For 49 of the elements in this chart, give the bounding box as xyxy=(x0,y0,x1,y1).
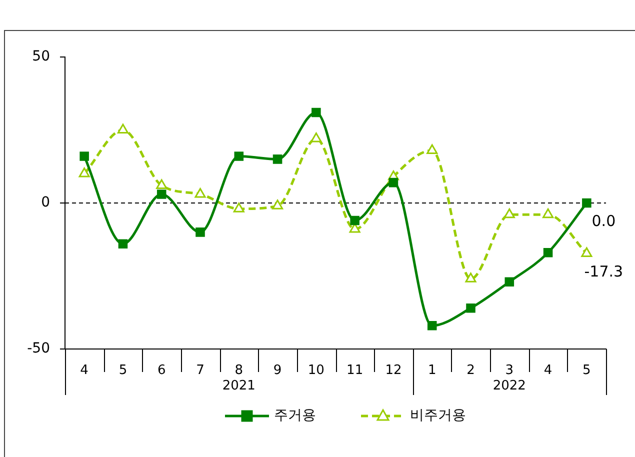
x-tick-label: 8 xyxy=(234,363,244,378)
point xyxy=(312,108,321,118)
x-tick-label: 10 xyxy=(308,363,324,378)
point xyxy=(581,247,592,258)
point xyxy=(388,178,398,188)
data-label: 0.0 xyxy=(592,212,616,230)
y-tick-label: 0 xyxy=(41,194,50,211)
point xyxy=(156,179,168,189)
point xyxy=(504,208,515,218)
point xyxy=(117,124,128,134)
point xyxy=(234,152,244,161)
x-tick-label: 11 xyxy=(346,363,364,378)
point xyxy=(350,216,360,226)
y-tick-label: -50 xyxy=(27,340,50,357)
point xyxy=(466,303,476,313)
point xyxy=(272,200,284,210)
point xyxy=(196,228,205,237)
legend-label: 주거용 xyxy=(274,408,316,424)
text: 2021 xyxy=(222,378,256,394)
point xyxy=(582,198,592,208)
point xyxy=(504,277,514,286)
point xyxy=(78,168,90,178)
x-tick-label: 7 xyxy=(196,363,204,378)
point xyxy=(272,154,282,164)
point xyxy=(194,188,206,198)
x-tick-label: 1 xyxy=(428,363,436,378)
point xyxy=(80,152,89,161)
point xyxy=(118,239,128,249)
data-label: -17.3 xyxy=(584,262,624,280)
x-tick-label: 6 xyxy=(157,363,166,378)
legend-label: 비주거용 xyxy=(410,408,466,424)
point xyxy=(465,272,476,282)
x-tick-label: 5 xyxy=(582,363,591,378)
text: 2022 xyxy=(492,378,526,394)
point xyxy=(426,144,438,154)
x-tick-label: 9 xyxy=(273,363,282,378)
point xyxy=(310,132,322,142)
point xyxy=(233,202,244,212)
x-tick-label: 5 xyxy=(118,363,128,378)
x-tick-label: 4 xyxy=(80,363,88,378)
y-tick-label: 50 xyxy=(32,48,50,65)
x-tick-label: 4 xyxy=(544,363,552,378)
point xyxy=(427,321,437,330)
point xyxy=(543,248,553,258)
x-tick-label: 3 xyxy=(505,363,514,378)
x-tick-label: 12 xyxy=(385,363,402,378)
point xyxy=(542,208,554,218)
point xyxy=(156,190,166,199)
x-tick-label: 2 xyxy=(466,363,475,378)
